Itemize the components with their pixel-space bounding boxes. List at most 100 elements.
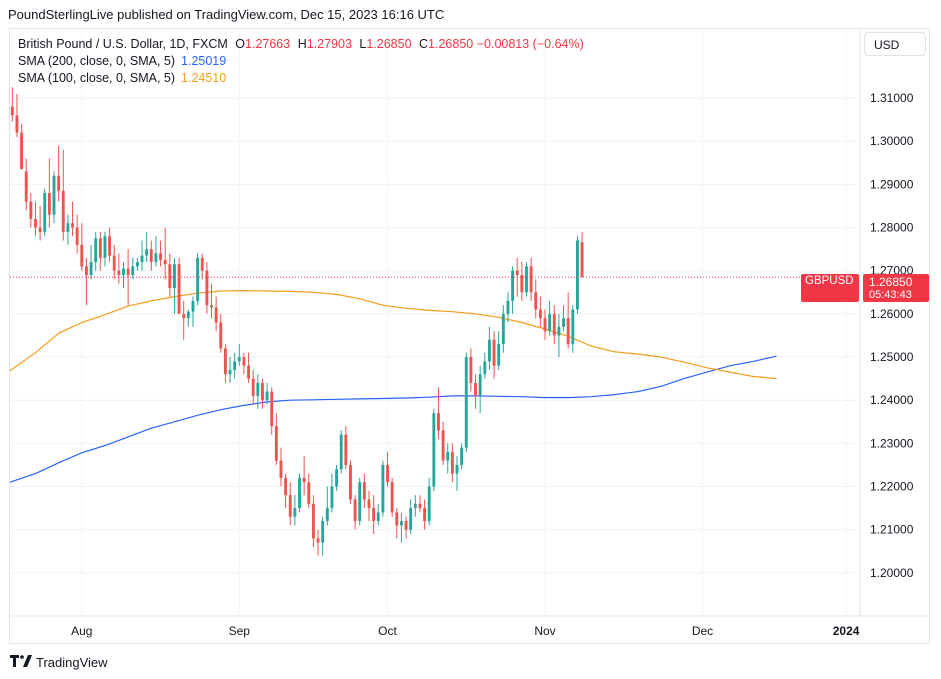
candle-body — [140, 255, 144, 263]
candle-body — [367, 499, 371, 509]
candle-body — [330, 486, 334, 509]
y-tick-label: 1.21000 — [870, 523, 914, 537]
candle-body — [571, 309, 575, 345]
candle — [261, 378, 264, 409]
candle-body — [316, 538, 320, 543]
sma-lines — [9, 289, 777, 483]
candle-body — [562, 318, 565, 327]
candle-body — [256, 382, 260, 396]
candle-body — [145, 249, 149, 256]
candle — [460, 443, 464, 470]
candle-body — [302, 477, 306, 483]
candle — [576, 236, 579, 314]
candle — [284, 473, 288, 509]
candle-body — [154, 253, 158, 263]
candle-body — [126, 268, 130, 276]
last-price-value: 1.26850 — [869, 275, 913, 289]
candle — [390, 477, 394, 517]
candle — [159, 240, 162, 267]
candle-body — [437, 413, 440, 431]
candle — [154, 236, 158, 267]
candle-body — [223, 348, 227, 375]
candle-body — [427, 486, 431, 522]
candle-body — [538, 309, 542, 319]
candle-body — [552, 313, 556, 336]
candle — [520, 262, 524, 301]
candle-body — [61, 190, 65, 232]
candle-body — [520, 275, 524, 293]
legend-sma200-row[interactable]: SMA (200, close, 0, SMA, 5) 1.25019 — [18, 53, 584, 70]
candle-body — [247, 365, 250, 379]
candle-body — [242, 357, 246, 366]
candle — [478, 365, 482, 414]
candle-body — [576, 240, 579, 310]
candle-body — [390, 482, 394, 513]
candle-body — [339, 434, 343, 470]
x-tick-label: 2024 — [833, 624, 860, 638]
candle — [186, 309, 190, 327]
candle — [61, 149, 65, 241]
candle-body — [483, 361, 487, 375]
legend-sma100-row[interactable]: SMA (100, close, 0, SMA, 5) 1.24510 — [18, 70, 584, 87]
legend-symbol: British Pound / U.S. Dollar, 1D, FXCM — [18, 37, 228, 51]
candle-body — [288, 495, 292, 517]
grid — [10, 29, 860, 616]
candle-body — [441, 430, 445, 461]
candle — [89, 244, 93, 280]
x-tick-label: Aug — [71, 624, 92, 638]
candle — [335, 464, 339, 491]
candle-body — [511, 270, 515, 301]
candle — [441, 421, 445, 465]
legend-main-row: British Pound / U.S. Dollar, 1D, FXCM O1… — [18, 36, 584, 53]
candle-body — [548, 313, 552, 332]
candle-body — [372, 508, 376, 522]
candle-body — [20, 132, 24, 170]
candle-body — [159, 253, 162, 260]
candle-body — [349, 464, 352, 500]
footer-brand[interactable]: TradingView — [10, 654, 108, 670]
candle-body — [381, 464, 385, 513]
candle — [418, 495, 422, 513]
candle-body — [321, 521, 325, 543]
legend-low-value: 1.26850 — [366, 37, 412, 51]
candle — [237, 344, 241, 366]
candle-body — [469, 357, 473, 383]
legend-open-value: 1.27663 — [245, 37, 291, 51]
candle — [469, 348, 473, 392]
candle-body — [497, 344, 501, 366]
candle-body — [108, 236, 112, 256]
legend: British Pound / U.S. Dollar, 1D, FXCM O1… — [18, 36, 584, 87]
currency-button[interactable]: USD — [864, 32, 926, 56]
candle-body — [506, 300, 510, 314]
candle-body — [501, 313, 505, 345]
y-tick-label: 1.23000 — [870, 436, 914, 450]
legend-open-key: O — [235, 37, 246, 51]
candle — [367, 490, 371, 522]
candle-body — [47, 193, 51, 215]
legend-high-value: 1.27903 — [306, 37, 352, 51]
candle — [251, 369, 255, 405]
legend-sma200-label: SMA (200, close, 0, SMA, 5) — [18, 54, 176, 68]
candle-body — [38, 227, 42, 232]
candle-body — [265, 391, 269, 401]
last-price-tag: 1.26850 05:43:43 — [863, 274, 929, 302]
candle-body — [71, 223, 74, 228]
candle — [349, 460, 352, 504]
candle-body — [10, 106, 14, 116]
candle — [552, 305, 556, 345]
candle — [75, 214, 79, 254]
candle — [223, 344, 227, 383]
candle — [15, 93, 19, 137]
candle — [483, 352, 487, 379]
candle — [122, 262, 125, 288]
candle-body — [112, 255, 116, 271]
candle-body — [534, 292, 538, 310]
candle — [330, 473, 334, 513]
candle — [538, 296, 542, 327]
candle — [404, 516, 408, 539]
legend-sma200-value: 1.25019 — [181, 54, 227, 68]
candle-body — [293, 508, 297, 517]
candle-body — [84, 266, 88, 276]
candle — [256, 374, 260, 409]
